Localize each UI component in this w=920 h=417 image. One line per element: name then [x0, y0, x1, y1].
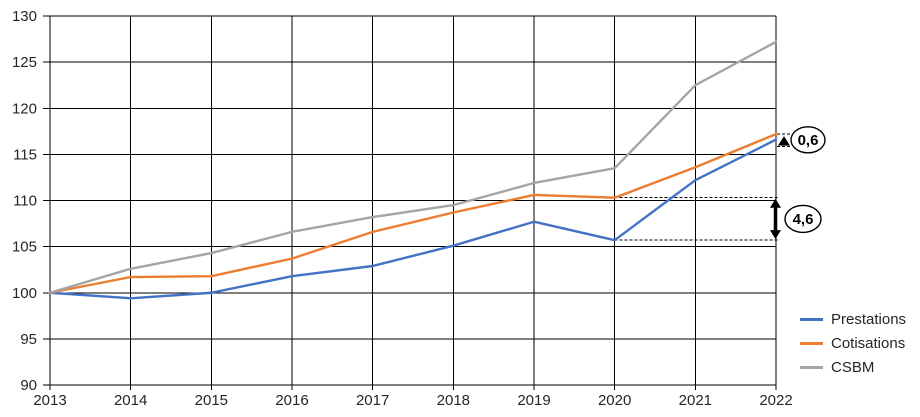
arrow-head-up	[770, 198, 781, 208]
y-axis-tick-label: 90	[20, 377, 37, 394]
legend-label-csbm: CSBM	[831, 358, 875, 376]
legend-item-csbm: CSBM	[800, 355, 906, 379]
series-line-cotisations	[48, 132, 778, 294]
x-axis-tick-label: 2019	[517, 392, 550, 409]
legend-label-prestations: Prestations	[831, 310, 907, 328]
gap-label: 4,6	[793, 211, 814, 228]
y-axis-tick-label: 125	[12, 54, 37, 71]
x-axis-tick-label: 2014	[114, 392, 147, 409]
x-axis-tick-label: 2017	[356, 392, 389, 409]
x-axis-tick-label: 2020	[598, 392, 631, 409]
legend-item-prestations: Prestations	[800, 307, 906, 331]
y-axis-tick-label: 105	[12, 239, 37, 256]
y-axis-tick-label: 110	[13, 193, 37, 210]
series-line-prestations	[48, 138, 778, 300]
x-axis-tick-label: 2015	[195, 392, 228, 409]
legend: Prestations Cotisations CSBM	[800, 307, 906, 379]
y-axis-tick-label: 115	[13, 146, 37, 163]
gap-label-ellipse	[784, 204, 822, 234]
x-axis-tick-label: 2021	[679, 392, 712, 409]
arrow-head-down	[770, 230, 781, 240]
small-triangle-marker	[778, 136, 790, 146]
gap-label-ellipse-small	[790, 126, 826, 154]
x-axis-tick-label: 2022	[759, 392, 792, 409]
legend-swatch-prestations	[800, 317, 823, 321]
gap-label-small: 0,6	[798, 132, 819, 149]
legend-label-cotisations: Cotisations	[831, 334, 906, 352]
y-axis-tick-label: 120	[12, 100, 37, 117]
y-axis-tick-label: 100	[12, 285, 37, 302]
series-line-csbm	[48, 40, 778, 294]
x-axis-tick-label: 2016	[275, 392, 308, 409]
legend-swatch-cotisations	[800, 341, 823, 345]
x-axis-tick-label: 2013	[33, 392, 66, 409]
x-axis-tick-label: 2018	[437, 392, 470, 409]
y-axis-tick-label: 95	[20, 331, 37, 348]
legend-item-cotisations: Cotisations	[800, 331, 906, 355]
legend-swatch-csbm	[800, 365, 823, 369]
y-axis-tick-label: 130	[12, 8, 37, 25]
